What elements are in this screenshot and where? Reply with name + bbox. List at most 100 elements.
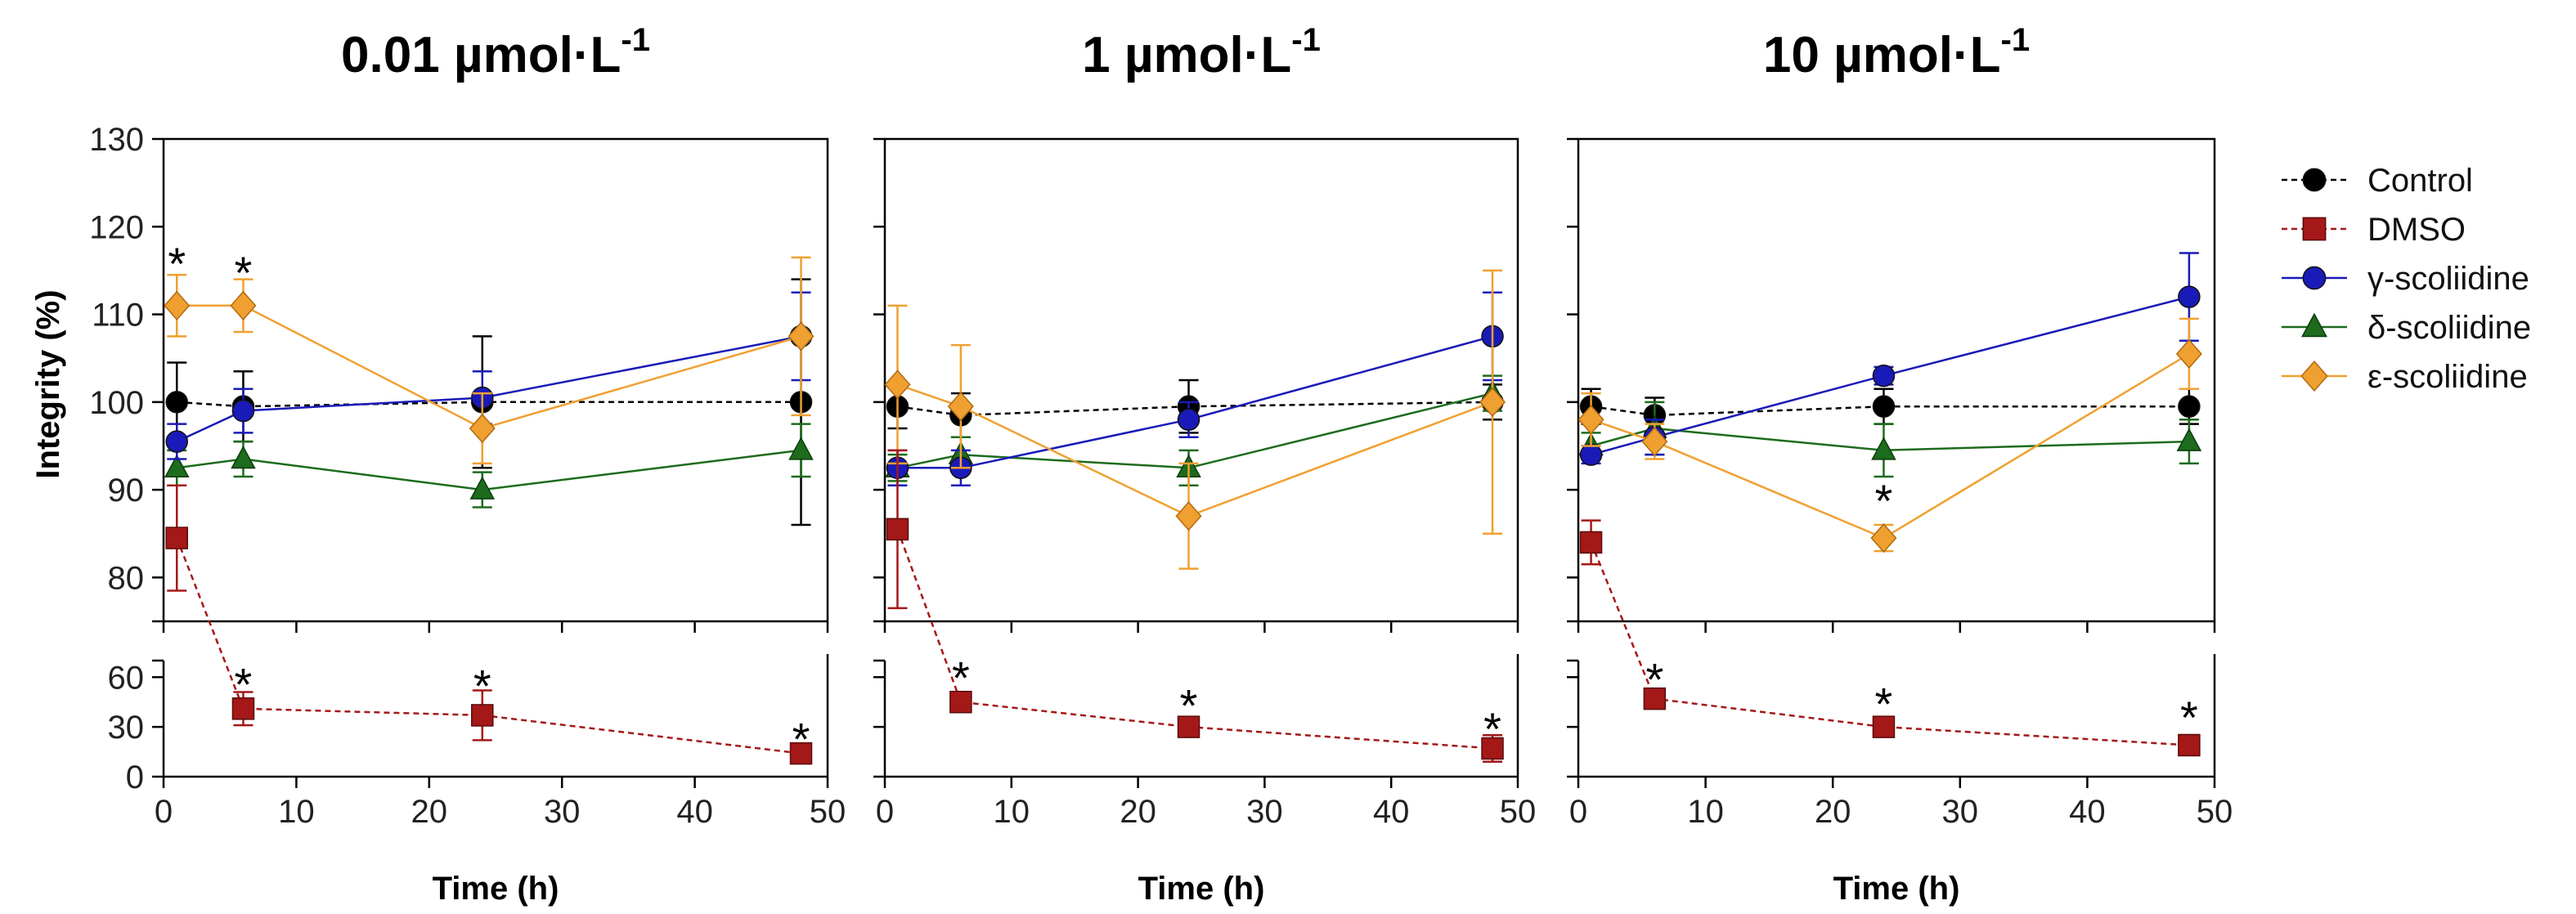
panel-title-superscript: -1 xyxy=(621,22,650,58)
series-line xyxy=(1590,542,2189,746)
x-axis-label: Time (h) xyxy=(1138,871,1265,907)
x-axis-label: Time (h) xyxy=(1833,871,1960,907)
data-point xyxy=(1177,715,1200,738)
data-point xyxy=(788,321,815,352)
series-dmso xyxy=(1579,519,2201,757)
significance-asterisk: * xyxy=(1875,679,1893,730)
lower-y-tick-label: 0 xyxy=(126,759,144,795)
legend-entry-gamma-scoliidine: γ-scoliidine xyxy=(2282,261,2529,297)
panel-title-main: 10 µmol·L xyxy=(1763,27,2001,83)
significance-asterisk: * xyxy=(1875,475,1893,526)
legend-entry-dmso: DMSO xyxy=(2282,212,2466,248)
data-point xyxy=(165,430,188,453)
series-line xyxy=(177,304,801,430)
x-tick-label: 0 xyxy=(155,794,173,830)
series-epsilon-scoliidine xyxy=(884,269,1506,570)
data-point xyxy=(886,517,909,541)
upper-y-tick-label: 100 xyxy=(89,385,144,421)
legend-label: ε-scoliidine xyxy=(2367,359,2528,395)
data-point xyxy=(231,399,255,423)
series-epsilon-scoliidine xyxy=(164,256,815,465)
upper-axis-frame xyxy=(162,137,829,623)
series-line xyxy=(177,449,801,491)
legend-label: Control xyxy=(2367,163,2473,199)
significance-asterisk: * xyxy=(1483,703,1501,755)
legend-swatch-marker xyxy=(2300,361,2328,392)
data-point xyxy=(2175,338,2202,369)
data-point xyxy=(2178,733,2201,757)
data-point xyxy=(1177,408,1200,432)
data-point xyxy=(471,704,494,727)
series-line xyxy=(897,401,1493,417)
data-point xyxy=(949,690,972,714)
x-tick-label: 20 xyxy=(1815,794,1851,830)
series-epsilon-scoliidine xyxy=(1577,317,2202,553)
data-point xyxy=(1870,522,1897,553)
upper-axis-frame xyxy=(883,137,1519,623)
legend-label: δ-scoliidine xyxy=(2367,310,2531,346)
x-tick-label: 0 xyxy=(876,794,894,830)
data-point xyxy=(1872,364,1896,388)
panel-1: 0.01 µmol·L-1 80 90 100 110 120 130 0 30 60 0 10 20 3… xyxy=(89,22,846,907)
legend-entry-epsilon-scoliidine: ε-scoliidine xyxy=(2282,359,2528,395)
series-gamma-scoliidine xyxy=(1579,252,2201,466)
data-point xyxy=(164,454,190,478)
data-point xyxy=(884,370,911,400)
series-line xyxy=(897,335,1493,469)
series-delta-scoliidine xyxy=(164,423,814,509)
significance-asterisk: * xyxy=(473,660,491,711)
legend-label: γ-scoliidine xyxy=(2367,261,2529,297)
x-tick-label: 20 xyxy=(1120,794,1156,830)
significance-asterisk: * xyxy=(168,238,186,289)
data-point xyxy=(165,526,188,549)
x-tick-label: 50 xyxy=(2197,794,2233,830)
data-point xyxy=(2178,395,2201,418)
x-tick-label: 50 xyxy=(1500,794,1537,830)
data-point xyxy=(947,392,974,422)
data-point xyxy=(1579,531,1603,554)
upper-y-tick-label: 80 xyxy=(108,560,145,596)
data-point xyxy=(1872,715,1896,738)
x-tick-label: 30 xyxy=(544,794,581,830)
data-point xyxy=(1579,443,1603,466)
significance-asterisk: * xyxy=(1180,680,1198,732)
series-control xyxy=(1579,388,2201,434)
significance-asterisk: * xyxy=(792,713,810,764)
data-point xyxy=(1479,387,1506,417)
legend-swatch-marker xyxy=(2301,312,2327,338)
legend-swatch-marker xyxy=(2302,266,2327,290)
legend-swatch-marker xyxy=(2302,168,2327,192)
legend-swatch-marker xyxy=(2302,217,2327,241)
series-line xyxy=(897,383,1493,517)
upper-y-tick-label: 130 xyxy=(89,122,144,158)
series-dmso xyxy=(886,449,1504,763)
x-tick-label: 10 xyxy=(994,794,1030,830)
data-point xyxy=(1871,437,1896,460)
series-line xyxy=(177,401,801,408)
panel-3: 10 µmol·L-1 0 10 20 30 40 50 Time (h) * * * * xyxy=(1567,22,2233,907)
x-tick-label: 50 xyxy=(810,794,846,830)
data-point xyxy=(231,697,255,720)
data-point xyxy=(1872,395,1896,418)
legend: Control DMSO γ-scoliidine δ-scoliidine ε-sco… xyxy=(2282,163,2531,395)
data-point xyxy=(1643,687,1667,710)
lower-y-tick-label: 30 xyxy=(108,710,145,746)
series-line xyxy=(1591,295,2190,456)
legend-entry-delta-scoliidine: δ-scoliidine xyxy=(2282,310,2531,346)
x-tick-label: 40 xyxy=(676,794,713,830)
significance-asterisk: * xyxy=(235,247,253,298)
series-line xyxy=(176,335,801,443)
panel-title-main: 1 µmol·L xyxy=(1082,27,1291,83)
legend-label: DMSO xyxy=(2367,212,2466,248)
panel-title: 10 µmol·L-1 xyxy=(1763,22,2030,83)
x-axis-label: Time (h) xyxy=(433,871,559,907)
series-line xyxy=(1591,405,2189,417)
panel-title-superscript: -1 xyxy=(2001,22,2031,58)
significance-asterisk: * xyxy=(1645,653,1663,705)
significance-asterisk: * xyxy=(2180,692,2198,743)
data-point xyxy=(788,437,814,460)
panel-2: 1 µmol·L-1 0 10 20 30 40 50 Time (h) * * * xyxy=(873,22,1536,907)
data-point xyxy=(1577,405,1604,435)
series-line xyxy=(1591,352,2190,540)
legend-entry-control: Control xyxy=(2282,163,2473,199)
